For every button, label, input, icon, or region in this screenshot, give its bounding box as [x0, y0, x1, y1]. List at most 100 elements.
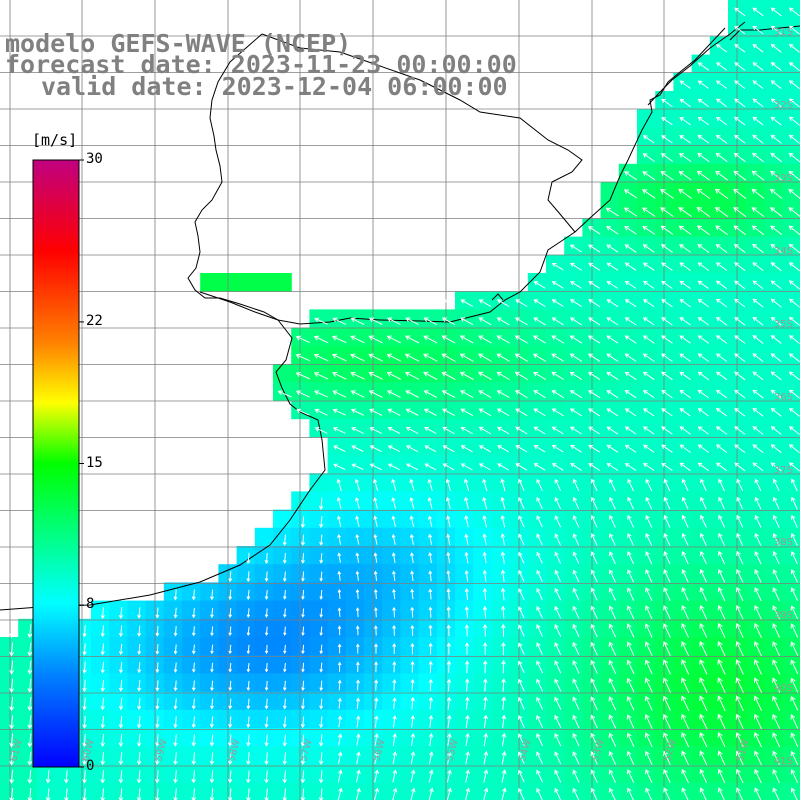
wind-arrow — [554, 660, 562, 674]
wind-arrow — [82, 788, 87, 800]
wind-arrow — [642, 353, 655, 362]
wind-speed-cell — [673, 637, 693, 656]
wind-arrow — [337, 625, 342, 636]
wind-arrow — [27, 642, 33, 657]
wind-arrow — [464, 660, 470, 674]
wind-speed-cell — [418, 382, 438, 401]
wind-speed-cell — [618, 673, 638, 693]
wind-speed-cell — [382, 691, 401, 711]
wind-speed-cell — [728, 546, 747, 565]
wind-arrow — [373, 515, 378, 527]
wind-arrow — [770, 426, 782, 435]
wind-speed-cell — [546, 345, 565, 365]
wind-arrow — [427, 496, 433, 510]
wind-arrow — [733, 225, 747, 236]
wind-arrow — [518, 497, 525, 510]
wind-speed-cell — [327, 691, 347, 711]
wind-arrow — [118, 788, 124, 800]
wind-arrow — [210, 662, 214, 673]
wind-speed-cell — [655, 673, 674, 693]
wind-arrow — [518, 715, 525, 728]
wind-arrow — [428, 733, 434, 747]
wind-arrow — [27, 678, 33, 693]
wind-arrow — [446, 678, 452, 692]
wind-arrow — [642, 317, 655, 326]
wind-arrow — [442, 445, 455, 453]
wind-arrow — [788, 62, 800, 71]
wind-speed-cell — [655, 782, 674, 800]
wind-arrow — [518, 733, 525, 747]
wind-arrow — [753, 695, 763, 712]
wind-arrow — [118, 661, 124, 674]
wind-arrow — [373, 478, 379, 491]
wind-arrow — [626, 714, 635, 729]
wind-arrow — [663, 605, 671, 620]
wind-arrow — [790, 587, 799, 602]
wind-arrow — [118, 770, 124, 784]
wind-speed-cell — [564, 291, 583, 310]
wind-arrow — [662, 659, 671, 675]
wind-arrow — [626, 623, 635, 638]
wind-arrow — [282, 788, 288, 800]
wind-arrow — [588, 299, 601, 308]
wind-arrow — [734, 7, 746, 17]
wind-arrow — [772, 514, 780, 528]
wind-speed-cell — [691, 327, 711, 347]
wind-speed-cell — [382, 600, 401, 620]
wind-speed-cell — [182, 728, 201, 747]
wind-arrow — [368, 390, 383, 398]
wind-arrow — [514, 317, 528, 326]
wind-speed-cell — [382, 655, 401, 674]
wind-arrow — [645, 514, 653, 528]
wind-arrow — [319, 680, 324, 692]
wind-arrow — [641, 189, 656, 199]
wind-arrow — [696, 188, 711, 200]
wind-speed-cell — [200, 600, 219, 620]
wind-speed-cell — [709, 764, 729, 784]
wind-speed-cell — [291, 546, 310, 565]
wind-speed-cell — [728, 145, 747, 165]
wind-arrow — [751, 170, 765, 181]
wind-speed-cell — [673, 254, 693, 274]
wind-arrow — [478, 463, 491, 471]
wind-speed-cell — [728, 218, 747, 238]
wind-arrow — [754, 478, 762, 492]
wind-arrow — [697, 98, 709, 108]
wind-arrow — [717, 750, 726, 766]
wind-speed-cell — [600, 236, 620, 256]
wind-speed-cell — [418, 564, 438, 583]
wind-arrow — [355, 589, 360, 599]
wind-speed-cell — [345, 709, 365, 729]
wind-arrow — [679, 335, 691, 344]
wind-speed-cell — [709, 163, 729, 183]
wind-arrow — [788, 444, 800, 454]
wind-speed-cell — [236, 600, 256, 620]
wind-arrow — [751, 207, 765, 218]
wind-speed-cell — [400, 728, 420, 747]
coastline-lagoon — [647, 21, 746, 106]
wind-speed-cell — [600, 345, 620, 365]
wind-speed-cell — [345, 582, 365, 602]
wind-arrow — [681, 659, 690, 675]
wind-speed-cell — [127, 600, 147, 620]
wind-arrow — [679, 444, 691, 453]
wind-speed-cell — [291, 728, 310, 747]
wind-speed-cell — [18, 655, 37, 674]
wind-speed-cell — [182, 655, 201, 674]
wind-arrow — [210, 698, 214, 710]
wind-arrow — [644, 677, 653, 693]
wind-speed-cell — [109, 709, 128, 729]
wind-speed-cell — [546, 400, 565, 420]
wind-arrow — [300, 716, 306, 729]
wind-speed-cell — [600, 637, 620, 656]
wind-arrow — [9, 733, 15, 748]
wind-arrow — [355, 787, 361, 800]
wind-arrow — [715, 335, 728, 344]
wind-arrow — [536, 660, 544, 674]
wind-speed-cell — [618, 782, 638, 800]
wind-arrow — [301, 662, 305, 673]
wind-arrow — [356, 715, 361, 728]
wind-arrow — [754, 568, 762, 583]
wind-speed-cell — [655, 145, 674, 165]
wind-arrow — [355, 515, 360, 527]
